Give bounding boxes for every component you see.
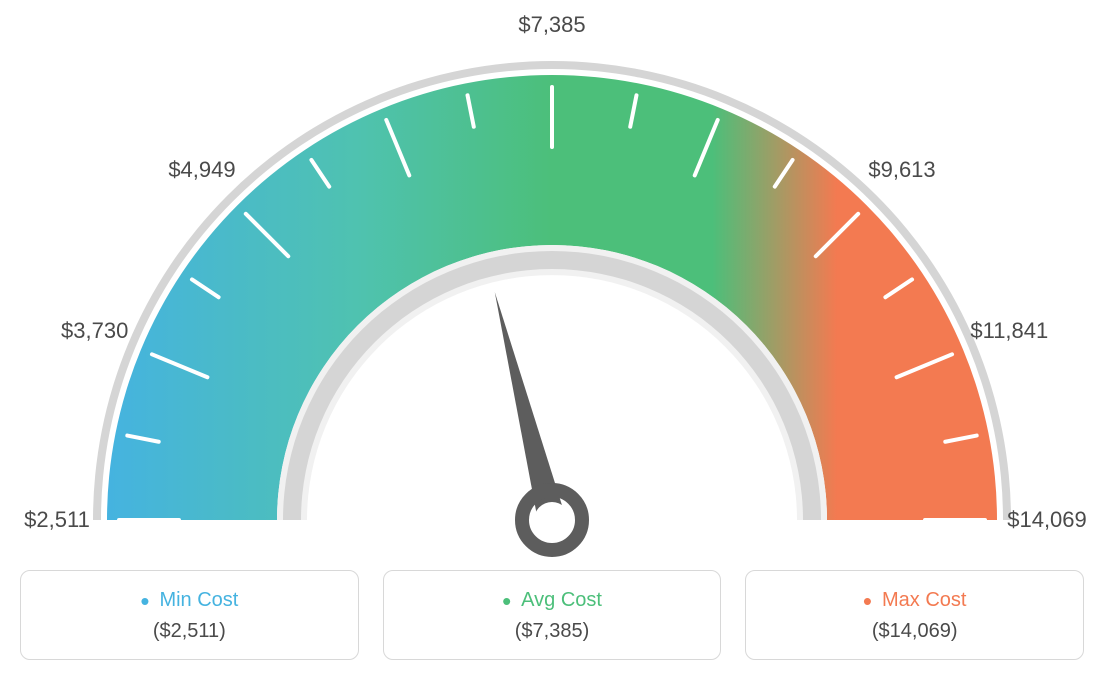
gauge-needle-hub-inner	[534, 502, 570, 538]
legend-card-max: Max Cost ($14,069)	[745, 570, 1084, 660]
gauge-scale-label: $7,385	[518, 12, 585, 38]
legend-avg-title: Avg Cost	[404, 589, 701, 612]
legend-max-value: ($14,069)	[766, 620, 1063, 643]
legend-max-title: Max Cost	[766, 589, 1063, 612]
legend-row: Min Cost ($2,511) Avg Cost ($7,385) Max …	[20, 570, 1084, 660]
gauge-scale-label: $2,511	[24, 507, 90, 533]
gauge-scale-label: $14,069	[1007, 507, 1087, 533]
gauge-svg	[20, 20, 1084, 560]
legend-card-min: Min Cost ($2,511)	[20, 570, 359, 660]
legend-min-value: ($2,511)	[41, 620, 338, 643]
legend-card-avg: Avg Cost ($7,385)	[383, 570, 722, 660]
gauge-scale-label: $3,730	[61, 318, 128, 344]
gauge-area: $2,511$3,730$4,949$7,385$9,613$11,841$14…	[20, 20, 1084, 560]
legend-min-title: Min Cost	[41, 589, 338, 612]
legend-avg-value: ($7,385)	[404, 620, 701, 643]
cost-gauge-chart: $2,511$3,730$4,949$7,385$9,613$11,841$14…	[20, 20, 1084, 660]
gauge-scale-label: $4,949	[168, 157, 235, 183]
gauge-scale-label: $11,841	[970, 318, 1048, 344]
gauge-scale-label: $9,613	[868, 157, 935, 183]
